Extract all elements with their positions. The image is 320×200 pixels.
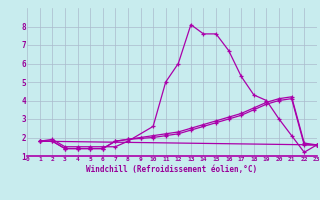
X-axis label: Windchill (Refroidissement éolien,°C): Windchill (Refroidissement éolien,°C) bbox=[86, 165, 258, 174]
